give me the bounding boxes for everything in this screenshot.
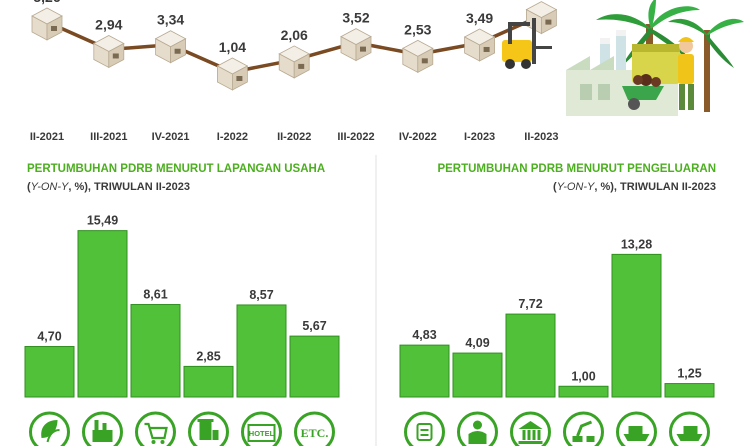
- bar: [558, 385, 609, 398]
- quarter-tick-label: I-2022: [217, 131, 248, 143]
- data-point-box-icon: [525, 1, 558, 35]
- line-value-label: 2,06: [281, 27, 308, 43]
- quarter-tick-label: IV-2022: [399, 131, 437, 143]
- bar: [236, 304, 287, 398]
- data-point-box-icon: [463, 28, 496, 62]
- bar-value-label: 8,61: [143, 288, 167, 302]
- bar-value-label: 8,57: [249, 288, 273, 302]
- bar-value-label: 13,28: [621, 237, 652, 251]
- bar-value-label: 4,09: [465, 336, 489, 350]
- bar: [183, 365, 234, 398]
- line-value-label: 1,04: [219, 39, 246, 55]
- right-panel-title: PERTUMBUHAN PDRB MENURUT PENGELUARAN: [437, 163, 716, 175]
- bar-value-label: 4,83: [412, 328, 436, 342]
- quarter-tick-label: IV-2021: [152, 131, 190, 143]
- expenditure-growth-bar-chart: 4,83 4,09 7,72 1,00 13,28 1,25: [399, 237, 715, 398]
- nonprofit-icon: [457, 411, 498, 446]
- bar: [289, 335, 340, 398]
- palm-oil-factory-illustration: [502, 0, 744, 116]
- quarterly-growth-line-chart: 5,26 2,94 3,34 1,04 2,06 3,52 2,53 3,49 II-2021 I…: [30, 0, 559, 143]
- line-value-label: 3,49: [466, 10, 493, 26]
- household-consumption-icon: [404, 411, 445, 446]
- bar-value-label: 2,85: [196, 349, 220, 363]
- bar: [399, 344, 450, 398]
- etc-icon-text: ETC.: [301, 426, 329, 440]
- data-point-box-icon: [31, 7, 63, 41]
- bar-value-label: 1,25: [677, 367, 701, 381]
- bar: [24, 346, 75, 398]
- bar: [664, 383, 715, 398]
- government-icon: [510, 411, 551, 446]
- bar: [452, 352, 503, 398]
- construction-icon: [188, 411, 229, 446]
- right-subtitle-rest: , %), TRIWULAN II-2023: [594, 181, 716, 193]
- hotel-icon-text: HOTEL: [249, 429, 275, 438]
- export-icon: [616, 411, 657, 446]
- right-subtitle-italic: Y-ON-Y: [557, 181, 595, 193]
- line-value-label: 2,53: [404, 21, 431, 37]
- etc-icon: ETC.: [294, 411, 335, 446]
- bar: [505, 313, 556, 398]
- left-panel-subtitle: (Y-ON-Y, %), TRIWULAN II-2023: [27, 181, 190, 193]
- bar: [611, 253, 662, 398]
- quarter-tick-label: I-2023: [464, 131, 495, 143]
- line-value-label: 3,52: [342, 10, 369, 26]
- quarter-tick-label: II-2021: [30, 131, 64, 143]
- quarter-tick-label: III-2022: [337, 131, 374, 143]
- quarter-tick-label: II-2022: [277, 131, 311, 143]
- right-panel-subtitle: (Y-ON-Y, %), TRIWULAN II-2023: [553, 181, 716, 193]
- hotel-icon: HOTEL: [241, 411, 282, 446]
- trade-icon: [135, 411, 176, 446]
- quarter-tick-label: III-2021: [90, 131, 127, 143]
- investment-icon: [563, 411, 604, 446]
- bar-value-label: 5,67: [302, 319, 326, 333]
- industry-icon: [82, 411, 123, 446]
- palm-tree-icon: [668, 18, 744, 112]
- quarter-tick-label: II-2023: [524, 131, 558, 143]
- left-subtitle-italic: Y-ON-Y: [31, 181, 69, 193]
- data-point-box-icon: [340, 28, 372, 62]
- data-point-box-icon: [216, 57, 249, 91]
- agriculture-icon: [29, 411, 70, 446]
- bar-value-label: 1,00: [571, 369, 595, 383]
- category-icon-row: HOTEL ETC.: [29, 411, 710, 446]
- wheelbarrow-icon: [622, 74, 664, 110]
- data-point-box-icon: [154, 30, 187, 64]
- bar: [130, 304, 181, 398]
- left-subtitle-rest: , %), TRIWULAN II-2023: [68, 181, 190, 193]
- bar-value-label: 7,72: [518, 297, 542, 311]
- forklift-icon: [502, 18, 552, 69]
- bar-value-label: 4,70: [37, 330, 61, 344]
- line-value-label: 3,34: [157, 12, 184, 28]
- worker-icon: [678, 37, 694, 110]
- sector-growth-bar-chart: 4,70 15,49 8,61 2,85 8,57 5,67: [24, 214, 340, 398]
- data-point-box-icon: [401, 39, 434, 74]
- factory-icon: [566, 30, 680, 116]
- bar-value-label: 15,49: [87, 214, 118, 228]
- left-panel-title: PERTUMBUHAN PDRB MENURUT LAPANGAN USAHA: [27, 163, 325, 175]
- import-icon: [669, 411, 710, 446]
- line-value-label: 2,94: [95, 16, 122, 32]
- data-point-box-icon: [92, 35, 125, 69]
- data-point-box-icon: [278, 45, 311, 79]
- line-value-label: 5,26: [33, 0, 60, 5]
- bar: [77, 230, 128, 398]
